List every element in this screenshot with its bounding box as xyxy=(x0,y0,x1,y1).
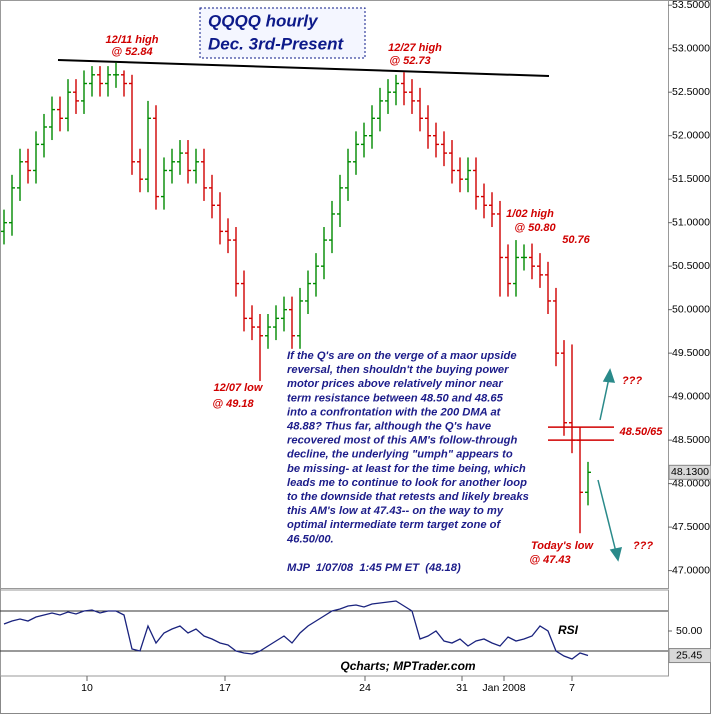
annotation: 50.76 xyxy=(562,234,590,246)
commentary-line: leads me to continue to look for another… xyxy=(287,477,527,489)
annotation: ??? xyxy=(633,540,653,552)
x-tick-label: 24 xyxy=(359,682,371,694)
commentary-line: motor prices above relatively minor near xyxy=(287,378,503,390)
x-tick-label: Jan 2008 xyxy=(482,682,525,694)
y-tick-label: 53.5000 xyxy=(672,0,710,11)
arrow-head xyxy=(602,368,616,383)
y-tick-label: 50.0000 xyxy=(672,303,710,315)
annotation: 12/27 high xyxy=(388,42,442,54)
commentary-line: recovered most of this AM's follow-throu… xyxy=(287,435,518,447)
commentary-line: be missing- at least for the time being,… xyxy=(287,463,526,475)
arrow-down xyxy=(597,479,617,553)
y-tick-label: 50.5000 xyxy=(672,260,710,272)
y-tick-label: 48.0000 xyxy=(672,477,710,489)
signature: MJP 1/07/08 1:45 PM ET (48.18) xyxy=(287,562,461,574)
arrow-head xyxy=(609,547,623,562)
current-price-box xyxy=(668,464,711,480)
y-tick-label: 48.5000 xyxy=(672,434,710,446)
y-tick-label: 52.5000 xyxy=(672,86,710,98)
rsi-label: RSI xyxy=(558,623,579,637)
annotation: Today's low xyxy=(531,540,595,552)
commentary-line: decline, the underlying "umph" appears t… xyxy=(287,449,513,461)
chart-title: QQQQ hourly xyxy=(208,11,319,30)
annotation: @ 52.73 xyxy=(389,55,430,67)
rsi-panel xyxy=(0,589,669,677)
x-tick-label: 7 xyxy=(569,682,575,694)
y-tick-label: 50.00 xyxy=(676,625,702,637)
y-tick-label: 47.0000 xyxy=(672,564,710,576)
y-tick-label: 47.5000 xyxy=(672,521,710,533)
current-rsi-label: 25.45 xyxy=(676,649,702,661)
x-tick-label: 10 xyxy=(81,682,93,694)
y-tick-label: 51.5000 xyxy=(672,173,710,185)
price-panel xyxy=(0,0,669,589)
commentary-line: If the Q's are on the verge of a maor up… xyxy=(287,350,517,362)
y-tick-label: 53.0000 xyxy=(672,42,710,54)
annotation: 1/02 high xyxy=(506,208,554,220)
trend-line xyxy=(57,59,550,77)
commentary-line: into a confrontation with the 200 DMA at xyxy=(287,406,502,418)
y-tick-label: 49.5000 xyxy=(672,347,710,359)
y-tick-label: 52.0000 xyxy=(672,129,710,141)
commentary-line: to the downside that retests and likely … xyxy=(287,491,529,503)
y-tick-label: 49.0000 xyxy=(672,390,710,402)
commentary-line: term resistance between 48.50 and 48.65 xyxy=(287,392,504,404)
annotation: 48.50/65 xyxy=(619,426,664,438)
source: Qcharts; MPTrader.com xyxy=(340,659,475,673)
commentary-line: this AM's low at 47.43-- on the way to m… xyxy=(287,505,504,517)
annotation: @ 52.84 xyxy=(111,46,152,58)
commentary: If the Q's are on the verge of a maor up… xyxy=(286,350,529,545)
commentary-line: 46.50/00. xyxy=(286,533,334,545)
title-box xyxy=(199,7,366,59)
annotation: @ 49.18 xyxy=(212,398,254,410)
chart-subtitle: Dec. 3rd-Present xyxy=(208,34,344,53)
rsi-line xyxy=(3,600,589,660)
commentary-line: 48.88? Thus far, although the Q's have xyxy=(286,420,491,432)
arrow-up xyxy=(599,377,610,421)
x-tick-label: 31 xyxy=(456,682,468,694)
commentary-line: optimal intermediate term target zone of xyxy=(287,519,501,531)
arrows xyxy=(597,368,623,562)
annotation: ??? xyxy=(622,375,642,387)
annotation: 12/11 high xyxy=(106,34,159,46)
commentary-line: reversal, then shouldn't the buying powe… xyxy=(287,364,509,376)
annotation: 12/07 low xyxy=(214,382,264,394)
y-tick-label: 51.0000 xyxy=(672,216,710,228)
annotation: @ 50.80 xyxy=(514,222,556,234)
current-price-label: 48.1300 xyxy=(671,466,709,478)
annotation: @ 47.43 xyxy=(529,554,570,566)
x-tick-label: 17 xyxy=(219,682,231,694)
current-rsi-box xyxy=(668,648,711,664)
